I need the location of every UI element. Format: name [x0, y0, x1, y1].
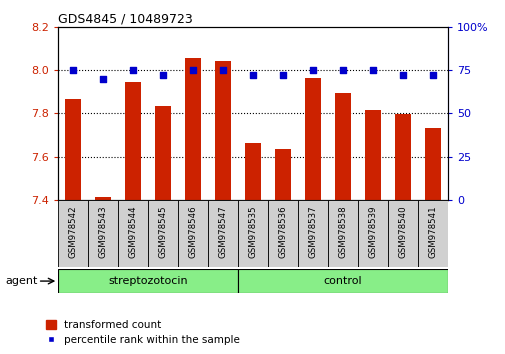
Point [278, 72, 286, 78]
Bar [88, 200, 118, 267]
Text: GDS4845 / 10489723: GDS4845 / 10489723 [58, 12, 192, 25]
Bar [58, 269, 237, 293]
Text: streptozotocin: streptozotocin [108, 276, 187, 286]
Bar [387, 200, 417, 267]
Bar [304, 78, 321, 200]
Bar [148, 200, 178, 267]
Bar [424, 129, 440, 200]
Bar [125, 82, 141, 200]
Text: GSM978541: GSM978541 [427, 205, 436, 258]
Text: GSM978540: GSM978540 [397, 205, 407, 258]
Bar [58, 200, 88, 267]
Point [308, 67, 316, 73]
Point [129, 67, 137, 73]
Bar [274, 149, 291, 200]
Point [99, 76, 107, 81]
Point [248, 72, 257, 78]
Bar [65, 99, 81, 200]
Bar [155, 106, 171, 200]
Bar [208, 200, 237, 267]
Text: GSM978536: GSM978536 [278, 205, 287, 258]
Text: GSM978542: GSM978542 [69, 205, 78, 258]
Point [69, 67, 77, 73]
Text: control: control [323, 276, 362, 286]
Bar [417, 200, 447, 267]
Point [338, 67, 346, 73]
Bar [95, 197, 111, 200]
Bar [178, 200, 208, 267]
Text: GSM978543: GSM978543 [98, 205, 108, 258]
Point [368, 67, 376, 73]
Bar [184, 58, 201, 200]
Point [428, 72, 436, 78]
Point [159, 72, 167, 78]
Legend: transformed count, percentile rank within the sample: transformed count, percentile rank withi… [45, 320, 240, 345]
Text: GSM978539: GSM978539 [368, 205, 377, 258]
Bar [214, 61, 231, 200]
Bar [357, 200, 387, 267]
Bar [334, 93, 350, 200]
Bar [364, 110, 380, 200]
Bar [237, 269, 447, 293]
Text: GSM978544: GSM978544 [128, 205, 137, 258]
Text: GSM978538: GSM978538 [338, 205, 347, 258]
Text: GSM978546: GSM978546 [188, 205, 197, 258]
Bar [118, 200, 148, 267]
Bar [244, 143, 261, 200]
Point [398, 72, 406, 78]
Bar [237, 200, 268, 267]
Text: GSM978545: GSM978545 [158, 205, 167, 258]
Bar [327, 200, 357, 267]
Bar [268, 200, 297, 267]
Point [219, 67, 227, 73]
Bar [394, 114, 410, 200]
Text: agent: agent [5, 276, 37, 286]
Text: GSM978537: GSM978537 [308, 205, 317, 258]
Bar [297, 200, 327, 267]
Text: GSM978535: GSM978535 [248, 205, 257, 258]
Point [189, 67, 197, 73]
Text: GSM978547: GSM978547 [218, 205, 227, 258]
